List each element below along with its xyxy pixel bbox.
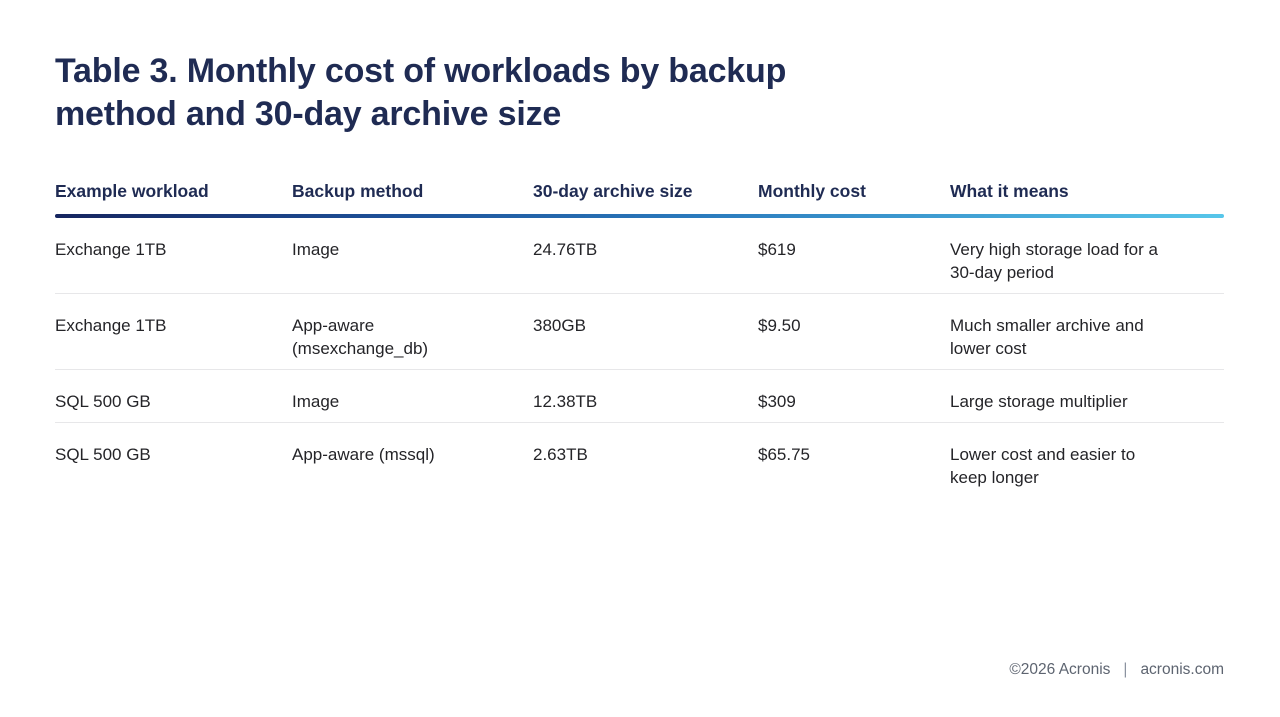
- cell-archive-size: 380GB: [533, 316, 586, 335]
- cell-monthly-cost: $309: [758, 392, 796, 411]
- cell-workload: Exchange 1TB: [55, 316, 167, 335]
- cell-meaning: Much smaller archive and lower cost: [950, 294, 1224, 369]
- cell-meaning-text: Much smaller archive and lower cost: [950, 316, 1144, 358]
- cell-meaning-text: Large storage multiplier: [950, 392, 1128, 411]
- workloads-cost-table: Example workload Backup method 30-day ar…: [55, 181, 1224, 498]
- cell-workload: Exchange 1TB: [55, 240, 167, 259]
- table-row: SQL 500 GB Image 12.38TB $309 Large stor…: [55, 370, 1224, 423]
- table-row: SQL 500 GB App-aware (mssql) 2.63TB $65.…: [55, 423, 1224, 498]
- footer-copyright: ©2026 Acronis: [1009, 661, 1111, 678]
- cell-meaning: Lower cost and easier to keep longer: [950, 423, 1224, 498]
- column-header-what-it-means: What it means: [950, 181, 1069, 201]
- cell-monthly-cost: $65.75: [758, 445, 810, 464]
- cell-meaning: Large storage multiplier: [950, 370, 1224, 422]
- footer-site-link[interactable]: acronis.com: [1140, 661, 1224, 678]
- column-header-monthly-cost: Monthly cost: [758, 181, 866, 201]
- cell-workload: SQL 500 GB: [55, 445, 151, 464]
- page-title: Table 3. Monthly cost of workloads by ba…: [55, 52, 787, 133]
- table-row: Exchange 1TB Image 24.76TB $619 Very hig…: [55, 218, 1224, 294]
- table-header-row: Example workload Backup method 30-day ar…: [55, 181, 1224, 214]
- cell-backup-method: Image: [292, 392, 340, 411]
- cell-meaning-text: Lower cost and easier to keep longer: [950, 445, 1136, 487]
- cell-archive-size: 24.76TB: [533, 240, 598, 259]
- cell-meaning: Very high storage load for a 30-day peri…: [950, 218, 1224, 293]
- table-row: Exchange 1TB App-aware (msexchange_db) 3…: [55, 294, 1224, 370]
- column-header-archive-size: 30-day archive size: [533, 181, 693, 201]
- cell-meaning-text: Very high storage load for a 30-day peri…: [950, 240, 1158, 282]
- cell-archive-size: 2.63TB: [533, 445, 588, 464]
- cell-monthly-cost: $619: [758, 240, 796, 259]
- cell-backup-method: App-aware (msexchange_db): [292, 316, 429, 358]
- cell-archive-size: 12.38TB: [533, 392, 598, 411]
- page-footer: ©2026 Acronis | acronis.com: [1009, 661, 1224, 679]
- footer-divider: |: [1123, 661, 1128, 678]
- cell-workload: SQL 500 GB: [55, 392, 151, 411]
- column-header-example-workload: Example workload: [55, 181, 209, 201]
- cell-monthly-cost: $9.50: [758, 316, 801, 335]
- cell-backup-method: App-aware (mssql): [292, 445, 435, 464]
- column-header-backup-method: Backup method: [292, 181, 424, 201]
- header-gradient-rule: [55, 214, 1224, 218]
- cell-backup-method: Image: [292, 240, 340, 259]
